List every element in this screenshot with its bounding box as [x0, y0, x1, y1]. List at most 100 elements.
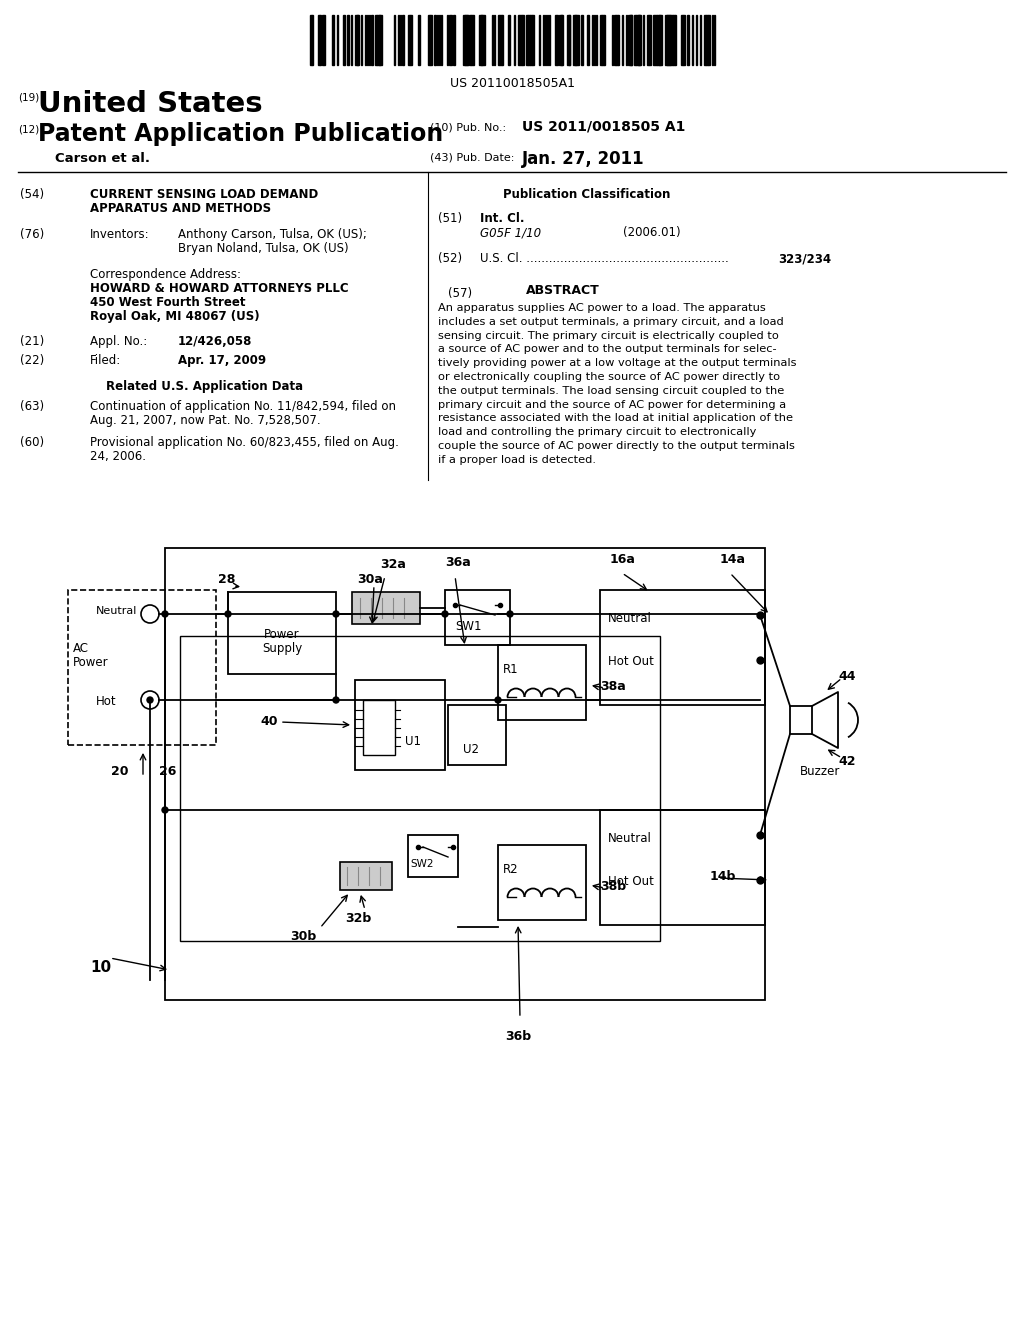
Text: 38b: 38b: [600, 880, 626, 894]
Bar: [695, 15, 697, 65]
Bar: [637, 15, 641, 65]
Text: Patent Application Publication: Patent Application Publication: [38, 121, 443, 147]
Bar: [228, 591, 336, 675]
Text: APPARATUS AND METHODS: APPARATUS AND METHODS: [90, 202, 271, 215]
Text: includes a set output terminals, a primary circuit, and a load: includes a set output terminals, a prima…: [438, 317, 783, 327]
Bar: [355, 15, 359, 65]
Bar: [691, 15, 693, 65]
Text: U1: U1: [406, 735, 421, 748]
Bar: [318, 15, 321, 65]
Bar: [708, 15, 710, 65]
Text: 450 West Fourth Street: 450 West Fourth Street: [90, 296, 246, 309]
Bar: [706, 15, 708, 65]
Text: 32a: 32a: [380, 558, 406, 572]
Bar: [434, 15, 436, 65]
Text: primary circuit and the source of AC power for determining a: primary circuit and the source of AC pow…: [438, 400, 786, 409]
Text: Apr. 17, 2009: Apr. 17, 2009: [178, 354, 266, 367]
Bar: [333, 15, 334, 65]
Bar: [492, 15, 493, 65]
Bar: [669, 15, 671, 65]
Bar: [393, 15, 395, 65]
Text: couple the source of AC power directly to the output terminals: couple the source of AC power directly t…: [438, 441, 795, 451]
Bar: [337, 15, 338, 65]
Text: Hot Out: Hot Out: [608, 875, 654, 888]
Bar: [397, 15, 399, 65]
Text: AC: AC: [73, 642, 89, 655]
Bar: [323, 15, 326, 65]
Bar: [532, 15, 534, 65]
Text: Appl. No.:: Appl. No.:: [90, 335, 147, 348]
Text: Carson et al.: Carson et al.: [55, 152, 150, 165]
Text: Related U.S. Application Data: Related U.S. Application Data: [106, 380, 303, 393]
Text: U2: U2: [463, 743, 479, 756]
Bar: [165, 548, 765, 1001]
Text: Jan. 27, 2011: Jan. 27, 2011: [522, 150, 645, 168]
Bar: [467, 15, 468, 65]
Bar: [648, 15, 650, 65]
Bar: [361, 15, 362, 65]
Bar: [352, 591, 420, 624]
Bar: [643, 15, 644, 65]
Bar: [604, 15, 605, 65]
Circle shape: [162, 807, 168, 813]
Bar: [498, 645, 586, 719]
Bar: [618, 15, 620, 65]
Bar: [440, 15, 441, 65]
Bar: [399, 15, 401, 65]
Text: Hot: Hot: [96, 696, 117, 708]
Text: 42: 42: [838, 755, 855, 768]
Text: 44: 44: [838, 671, 855, 682]
Bar: [408, 836, 458, 876]
Bar: [465, 15, 468, 65]
Bar: [675, 15, 677, 65]
Bar: [498, 845, 586, 920]
Bar: [471, 15, 474, 65]
Bar: [687, 15, 689, 65]
Bar: [380, 15, 382, 65]
Circle shape: [495, 697, 501, 704]
Bar: [428, 15, 430, 65]
Text: 323/234: 323/234: [778, 252, 831, 265]
Bar: [483, 15, 484, 65]
Text: 32b: 32b: [345, 912, 372, 925]
Bar: [616, 15, 617, 65]
Text: 28: 28: [218, 573, 236, 586]
Text: Publication Classification: Publication Classification: [503, 187, 671, 201]
Text: 36a: 36a: [445, 556, 471, 569]
Circle shape: [333, 611, 339, 616]
Text: Aug. 21, 2007, now Pat. No. 7,528,507.: Aug. 21, 2007, now Pat. No. 7,528,507.: [90, 414, 321, 426]
Bar: [518, 15, 522, 65]
Bar: [703, 15, 706, 65]
Bar: [578, 15, 579, 65]
Bar: [567, 15, 570, 65]
Text: (22): (22): [20, 354, 44, 367]
Text: SW1: SW1: [455, 620, 481, 634]
Bar: [635, 15, 636, 65]
Bar: [378, 15, 380, 65]
Text: Inventors:: Inventors:: [90, 228, 150, 242]
Text: Royal Oak, MI 48067 (US): Royal Oak, MI 48067 (US): [90, 310, 260, 323]
Text: (2006.01): (2006.01): [623, 226, 681, 239]
Bar: [665, 15, 668, 65]
Bar: [438, 15, 440, 65]
Text: G05F 1/10: G05F 1/10: [480, 226, 541, 239]
Bar: [370, 15, 371, 65]
Bar: [366, 15, 367, 65]
Bar: [623, 15, 624, 65]
Text: Bryan Noland, Tulsa, OK (US): Bryan Noland, Tulsa, OK (US): [178, 242, 348, 255]
Text: (12): (12): [18, 124, 39, 135]
Bar: [614, 15, 615, 65]
Bar: [180, 636, 660, 941]
Bar: [646, 15, 649, 65]
Text: An apparatus supplies AC power to a load. The apparatus: An apparatus supplies AC power to a load…: [438, 304, 766, 313]
Text: (57): (57): [449, 286, 472, 300]
Bar: [714, 15, 715, 65]
Bar: [600, 15, 601, 65]
Bar: [547, 15, 548, 65]
Bar: [549, 15, 550, 65]
Bar: [545, 15, 546, 65]
Bar: [555, 15, 558, 65]
Bar: [582, 15, 584, 65]
Bar: [530, 15, 531, 65]
Text: tively providing power at a low voltage at the output terminals: tively providing power at a low voltage …: [438, 358, 797, 368]
